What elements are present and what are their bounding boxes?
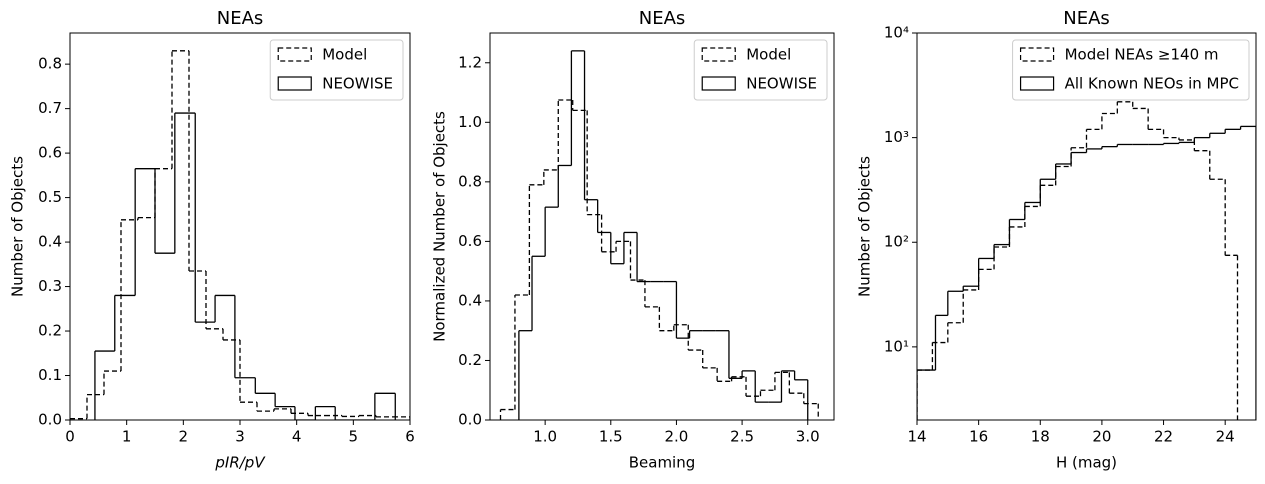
x-tick-label: 3: [235, 428, 245, 446]
legend-label: Model NEAs ≥140 m: [1065, 46, 1219, 64]
y-tick-label: 0.1: [38, 366, 62, 384]
x-tick-label: 5: [349, 428, 359, 446]
x-axis-label: pIR/pV: [214, 454, 266, 472]
y-tick-label: 0.2: [38, 322, 62, 340]
y-tick-label: 1.2: [458, 53, 482, 71]
x-tick-label: 0: [65, 428, 75, 446]
x-tick-label: 20: [1092, 428, 1111, 446]
legend-swatch: [1019, 47, 1055, 62]
y-tick-label: 0.8: [38, 55, 62, 73]
x-tick-label: 18: [1031, 428, 1050, 446]
x-tick-label: 2: [179, 428, 189, 446]
legend-box: [693, 39, 828, 101]
legend-swatch: [1019, 76, 1055, 91]
y-tick-label: 10³: [884, 128, 909, 146]
legend-box: [1012, 39, 1250, 101]
x-tick-label: 1: [122, 428, 132, 446]
chart-title: NEAs: [217, 8, 264, 29]
y-tick-label: 0.2: [458, 351, 482, 369]
y-tick-label: 0.8: [458, 172, 482, 190]
x-tick-label: 1.0: [533, 428, 557, 446]
x-tick-label: 3.0: [796, 428, 820, 446]
y-tick-label: 10²: [884, 233, 909, 251]
axes-frame: [916, 32, 1257, 421]
legend-label: NEOWISE: [746, 75, 817, 93]
x-tick-label: 22: [1154, 428, 1173, 446]
y-axis-label: Normalized Number of Objects: [431, 111, 449, 342]
y-tick-label: 0.4: [458, 291, 482, 309]
plot: [499, 50, 819, 420]
y-tick-label: 0.6: [38, 144, 62, 162]
y-tick-label: 10¹: [884, 337, 909, 355]
plot: [70, 50, 410, 420]
legend-box: [269, 39, 404, 101]
chart-title: NEAs: [1063, 8, 1110, 29]
y-tick-label: 10⁴: [884, 24, 909, 42]
legend-label: Model: [746, 46, 791, 64]
x-tick-label: 14: [907, 428, 926, 446]
legend-swatch: [701, 47, 736, 62]
y-tick-label: 0.0: [38, 411, 62, 429]
x-tick-label: 16: [969, 428, 988, 446]
legend-label: All Known NEOs in MPC: [1065, 75, 1239, 93]
y-tick-label: 0.6: [458, 232, 482, 250]
legend-label: NEOWISE: [322, 75, 393, 93]
legend-swatch: [277, 47, 312, 62]
y-tick-label: 0.0: [458, 411, 482, 429]
x-axis-label: H (mag): [1056, 454, 1117, 472]
x-tick-label: 24: [1216, 428, 1235, 446]
y-tick-label: 0.5: [38, 188, 62, 206]
legend-swatch: [277, 76, 312, 91]
plot: [917, 101, 1256, 420]
y-tick-label: 1.0: [458, 113, 482, 131]
legend-label: Model: [322, 46, 367, 64]
x-tick-label: 1.5: [599, 428, 623, 446]
axes-frame: [489, 32, 835, 421]
x-tick-label: 2.5: [730, 428, 754, 446]
x-tick-label: 4: [292, 428, 302, 446]
x-tick-label: 2.0: [665, 428, 689, 446]
legend-swatch: [701, 76, 736, 91]
y-tick-label: 0.3: [38, 277, 62, 295]
y-axis-label: Number of Objects: [9, 156, 27, 297]
x-axis-label: Beaming: [629, 454, 696, 472]
y-axis-label: Number of Objects: [856, 156, 874, 297]
y-tick-label: 0.4: [38, 233, 62, 251]
y-tick-label: 0.7: [38, 99, 62, 117]
x-tick-label: 6: [405, 428, 415, 446]
chart-title: NEAs: [639, 8, 686, 29]
